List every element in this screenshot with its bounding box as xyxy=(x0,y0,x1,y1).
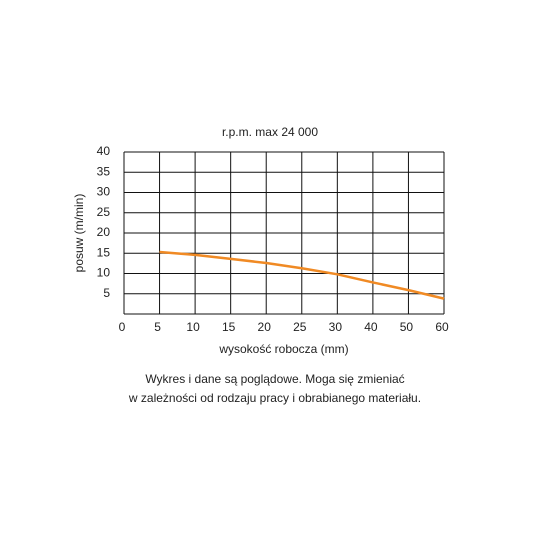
y-tick-label: 20 xyxy=(97,225,111,239)
x-tick-label: 5 xyxy=(154,320,161,334)
y-tick-label: 30 xyxy=(97,185,111,199)
x-tick-label: 0 xyxy=(119,320,126,334)
chart-title: r.p.m. max 24 000 xyxy=(222,125,318,139)
note-line: w zależności od rodzaju pracy i obrabian… xyxy=(128,391,421,405)
y-tick-label: 35 xyxy=(97,164,111,178)
x-tick-label: 50 xyxy=(400,320,414,334)
y-tick-label: 15 xyxy=(97,245,111,259)
y-tick-label: 25 xyxy=(97,205,111,219)
x-tick-label: 15 xyxy=(222,320,236,334)
y-tick-label: 10 xyxy=(97,266,111,280)
y-axis-label: posuw (m/min) xyxy=(72,194,86,273)
x-tick-label: 10 xyxy=(186,320,200,334)
x-tick-label: 20 xyxy=(258,320,272,334)
x-axis-label: wysokość robocza (mm) xyxy=(218,342,348,356)
x-tick-label: 25 xyxy=(293,320,307,334)
y-tick-label: 40 xyxy=(97,144,111,158)
data-line xyxy=(159,250,445,300)
y-tick-label: 5 xyxy=(103,286,110,300)
note-line: Wykres i dane są poglądowe. Moga się zmi… xyxy=(145,372,404,386)
x-tick-label: 30 xyxy=(329,320,343,334)
x-tick-label: 60 xyxy=(435,320,449,334)
x-tick-label: 40 xyxy=(364,320,378,334)
